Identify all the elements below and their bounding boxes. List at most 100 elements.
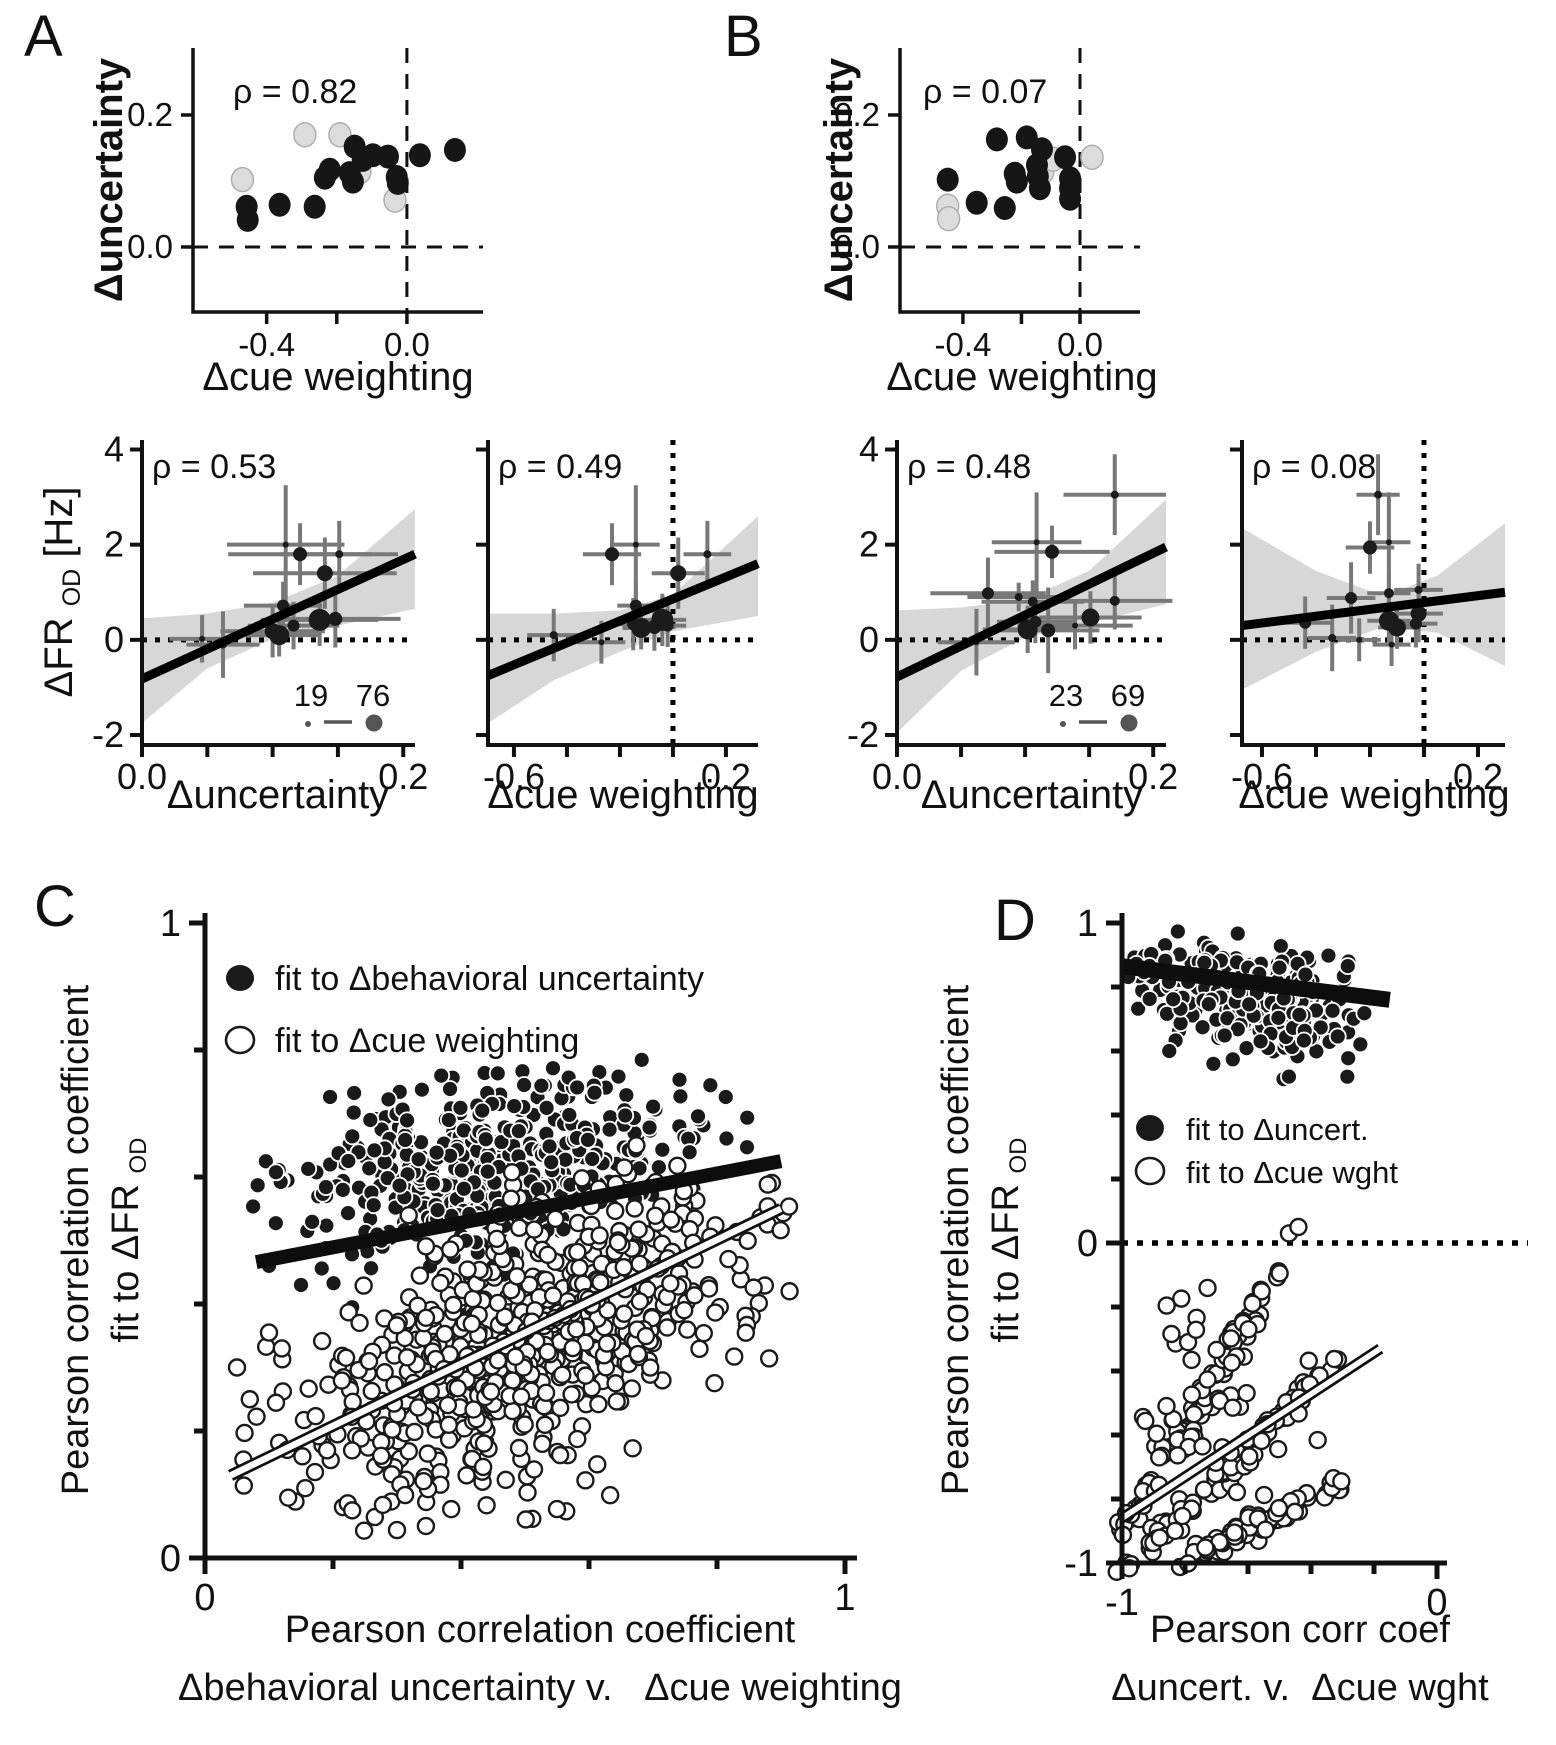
data-point (1198, 1278, 1217, 1298)
data-point (1332, 1472, 1351, 1491)
data-point (1160, 1042, 1179, 1060)
data-point (535, 1415, 555, 1435)
y-axis-label-line1: Pearson correlation coefficient (55, 984, 97, 1495)
data-point (644, 1097, 662, 1116)
data-point (414, 1471, 433, 1491)
data-point (287, 619, 300, 632)
y-tick-label: 0 (160, 1538, 181, 1580)
data-point (408, 143, 431, 168)
data-point (616, 1106, 635, 1125)
data-point (524, 1220, 544, 1239)
data-point (236, 207, 259, 232)
data-point (1228, 924, 1247, 943)
data-point (631, 617, 652, 638)
data-point (1041, 623, 1056, 638)
x-tick-label: 0.2 (701, 756, 751, 797)
data-point (266, 1214, 285, 1233)
data-point (1150, 1528, 1169, 1547)
data-point (646, 1206, 665, 1225)
data-point (1252, 1282, 1271, 1301)
x-tick-label: 0.0 (117, 756, 167, 797)
data-point (1345, 591, 1358, 604)
x-axis-label-line2: Δbehavioral uncertainty v. Δcue weightin… (178, 1667, 902, 1709)
data-point (364, 1196, 383, 1215)
data-point (576, 1471, 595, 1490)
data-point (1223, 1050, 1242, 1069)
data-point (1173, 1506, 1192, 1526)
x-tick-label: 0.2 (1453, 756, 1503, 797)
size-legend: 19 76 (294, 678, 390, 732)
panel-label-d: D (994, 888, 1036, 953)
size-legend-small-dot (305, 721, 311, 727)
data-point (1221, 1329, 1241, 1348)
data-point (481, 1382, 501, 1401)
data-point (1157, 1396, 1176, 1416)
data-point (503, 1401, 522, 1421)
data-point (477, 1496, 496, 1515)
x-tick-label: 0.0 (1057, 326, 1103, 363)
y-tick-label: -2 (92, 714, 124, 755)
data-point (661, 1210, 681, 1229)
data-point (1182, 1385, 1202, 1404)
data-point (560, 1106, 579, 1124)
data-point (303, 1212, 322, 1231)
data-point (705, 1373, 724, 1393)
data-point (441, 1240, 460, 1259)
data-point (305, 1462, 325, 1482)
data-point (439, 1111, 458, 1129)
data-point (376, 144, 399, 169)
data-point (328, 611, 343, 626)
data-point (537, 1098, 556, 1117)
data-point (1339, 1049, 1358, 1068)
data-point (600, 1120, 619, 1139)
data-point (1223, 1398, 1242, 1417)
size-legend-small-label: 23 (1049, 678, 1083, 713)
axis-lines (191, 48, 483, 314)
x-axis-label-line2: Δuncert. v. Δcue wght (1111, 1667, 1489, 1709)
data-point (1254, 1485, 1274, 1505)
x-tick-label: 0 (194, 1577, 215, 1619)
data-point (1280, 1067, 1298, 1086)
data-point (1338, 957, 1357, 976)
data-point (641, 1358, 660, 1377)
data-point (518, 1483, 537, 1502)
data-point (538, 1342, 557, 1362)
x-tick-label: -0.4 (238, 326, 295, 363)
fit-line (140, 550, 417, 683)
data-point (1323, 1001, 1342, 1020)
data-point (1165, 1521, 1185, 1541)
data-point (617, 1086, 636, 1105)
legend-open-marker (224, 1025, 256, 1055)
data-point (324, 1274, 343, 1293)
data-point (1383, 588, 1394, 599)
size-legend-large-dot (1120, 714, 1138, 732)
data-point (318, 157, 341, 182)
data-point (738, 1231, 757, 1251)
data-point (1015, 125, 1038, 150)
data-point (628, 1344, 648, 1364)
data-point (413, 1080, 431, 1099)
data-point (615, 1158, 634, 1177)
data-point (606, 1201, 625, 1221)
legend-label: fit to Δcue wght (1186, 1155, 1398, 1190)
data-point (312, 1259, 331, 1278)
data-point (608, 1233, 628, 1252)
data-point (268, 192, 291, 217)
data-point (396, 1131, 415, 1149)
data-point (248, 1176, 267, 1195)
data-point (333, 1181, 352, 1199)
data-point (361, 1111, 380, 1129)
size-legend-small-label: 19 (294, 678, 328, 713)
data-point (1110, 490, 1119, 499)
data-point (1147, 1424, 1166, 1443)
data-point (567, 1320, 586, 1339)
y-tick-label: 0.2 (127, 96, 173, 133)
data-point (1227, 1482, 1247, 1502)
data-point (598, 639, 605, 646)
data-point (488, 1064, 507, 1083)
data-point (345, 1084, 364, 1102)
data-point (405, 1422, 424, 1442)
data-point (719, 1249, 738, 1269)
axis-lines (486, 440, 758, 747)
data-point (1207, 1340, 1226, 1360)
